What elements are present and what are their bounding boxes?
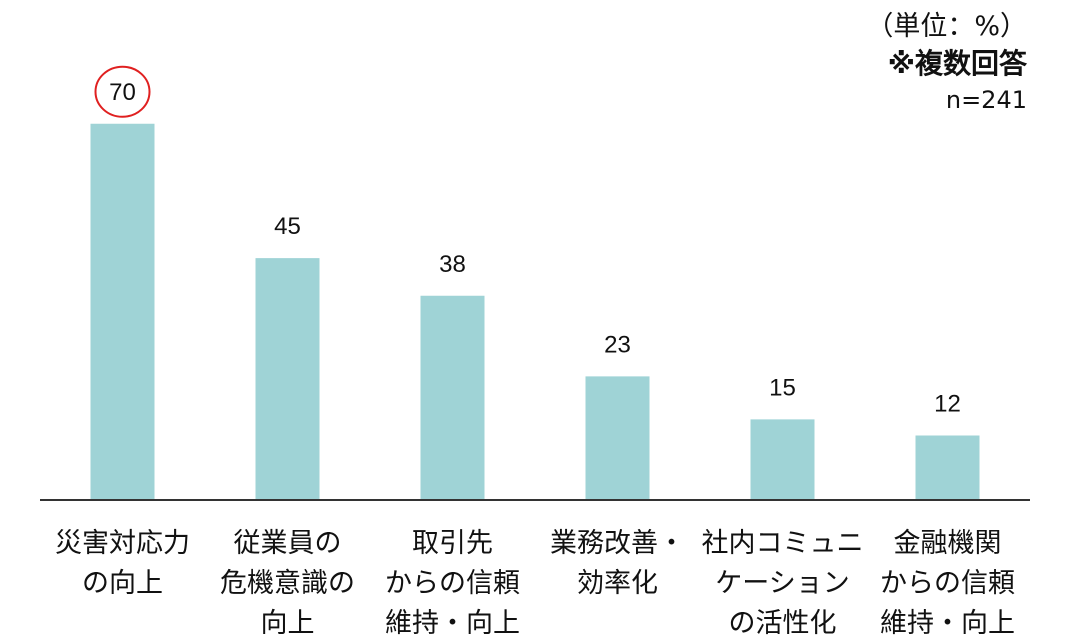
multiple-answer-note: ※複数回答: [887, 47, 1027, 80]
value-label-3: 23: [604, 331, 631, 358]
sample-size-note: n=241: [945, 86, 1027, 114]
category-label-2-line-1: からの信頼: [385, 568, 520, 599]
category-label-4-line-1: ケーション: [715, 568, 849, 599]
category-label-1-line-1: 危機意識の: [220, 568, 355, 599]
category-label-2-line-2: 維持・向上: [385, 608, 520, 639]
value-label-0: 70: [109, 79, 136, 106]
bar-2: [420, 295, 485, 500]
bar-3: [585, 376, 650, 500]
category-label-1-line-2: 向上: [261, 608, 315, 639]
value-label-2: 38: [439, 251, 466, 278]
value-label-1: 45: [274, 213, 301, 240]
category-label-4-line-2: の活性化: [729, 608, 837, 639]
category-label-3-line-0: 業務改善・: [550, 528, 685, 559]
unit-note: （単位：%）: [866, 11, 1027, 42]
category-label-5-line-0: 金融機関: [894, 528, 1002, 559]
category-label-3-line-1: 効率化: [577, 568, 658, 599]
value-label-5: 12: [934, 391, 961, 418]
bar-0: [90, 123, 155, 500]
highlight-circle: [94, 65, 151, 118]
category-label-0-line-0: 災害対応力: [55, 528, 190, 559]
category-label-5-line-1: からの信頼: [880, 568, 1015, 599]
category-label-2-line-0: 取引先: [412, 528, 493, 559]
category-label-4-line-0: 社内コミュニ: [702, 528, 864, 559]
bar-4: [750, 419, 815, 500]
category-label-1-line-0: 従業員の: [234, 528, 342, 559]
category-label-5-line-2: 維持・向上: [880, 608, 1015, 639]
bar-5: [915, 435, 980, 500]
bar-1: [255, 258, 320, 500]
category-label-0-line-1: の向上: [82, 568, 163, 599]
value-label-4: 15: [769, 374, 796, 401]
